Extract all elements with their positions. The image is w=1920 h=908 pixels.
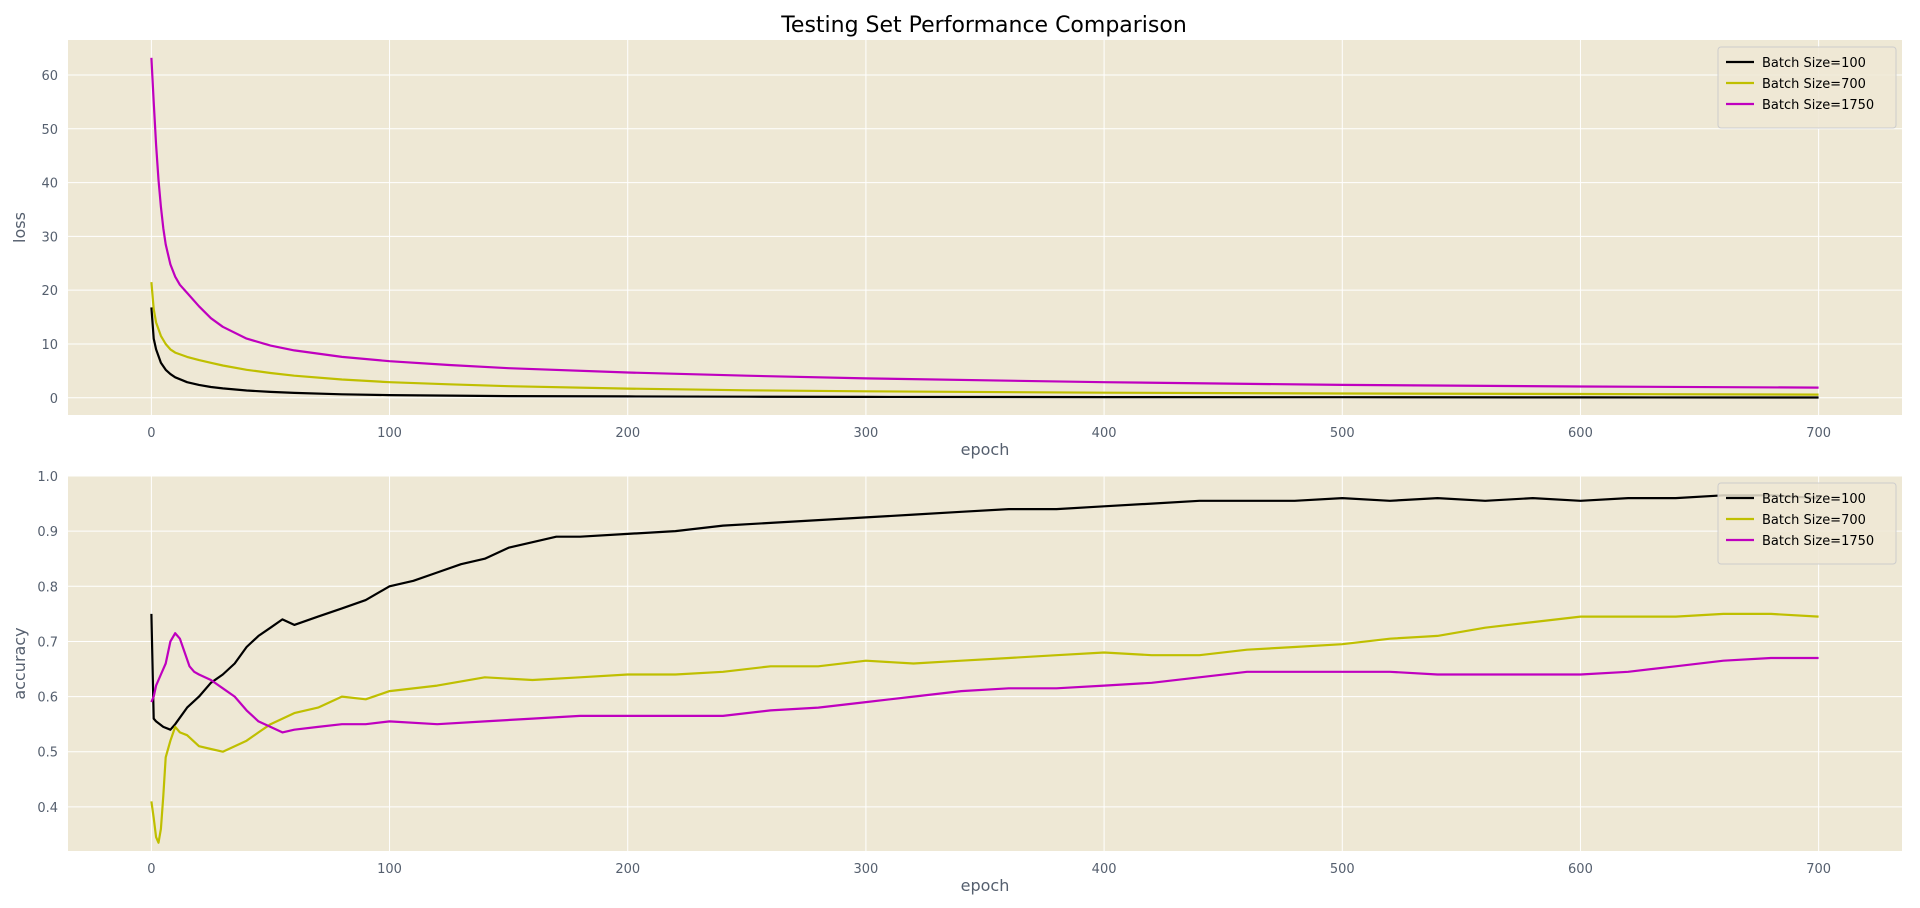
accuracy-xtick-label: 700 <box>1806 862 1831 877</box>
accuracy-xtick-label: 600 <box>1568 862 1593 877</box>
accuracy-xtick-label: 100 <box>377 862 402 877</box>
accuracy-ylabel: accuracy <box>10 627 29 699</box>
loss-ytick-label: 0 <box>50 392 58 407</box>
loss-ylabel: loss <box>10 212 29 243</box>
loss-xtick-label: 100 <box>377 426 402 441</box>
accuracy-ytick-label: 0.7 <box>37 635 58 650</box>
loss-xtick-label: 700 <box>1806 426 1831 441</box>
accuracy-xtick-label: 200 <box>615 862 640 877</box>
loss-xtick-label: 400 <box>1092 426 1117 441</box>
accuracy-ytick-label: 0.6 <box>37 691 58 706</box>
loss-xtick-label: 200 <box>615 426 640 441</box>
loss-xlabel: epoch <box>961 440 1010 459</box>
accuracy-axes-background <box>68 476 1902 851</box>
loss-series-line-2 <box>150 282 1819 396</box>
loss-legend-label-3: Batch Size=1750 <box>1762 98 1874 113</box>
loss-xtick-label: 300 <box>853 426 878 441</box>
accuracy-xlabel: epoch <box>961 876 1010 895</box>
loss-ytick-label: 50 <box>41 123 58 138</box>
accuracy-legend-label-1: Batch Size=100 <box>1762 492 1866 507</box>
accuracy-xtick-label: 400 <box>1092 862 1117 877</box>
accuracy-series-line-3 <box>150 632 1819 734</box>
accuracy-xtick-label: 500 <box>1330 862 1355 877</box>
loss-series-line-1 <box>150 307 1819 399</box>
accuracy-series-line-2 <box>150 612 1819 844</box>
accuracy-ytick-label: 0.8 <box>37 580 58 595</box>
figure-title: Testing Set Performance Comparison <box>780 13 1187 38</box>
accuracy-ytick-label: 1.0 <box>37 470 58 485</box>
loss-xtick-label: 0 <box>147 426 155 441</box>
accuracy-ytick-label: 0.9 <box>37 525 58 540</box>
accuracy-panel: 0 100 200 300 400 500 600 700 0.4 0.5 0.6 0.7 0.8 0.9… <box>10 470 1902 895</box>
loss-panel: 0 100 200 300 400 500 600 700 0 10 20 30 40 50 60 epoch… <box>10 40 1902 459</box>
loss-ytick-label: 10 <box>41 338 58 353</box>
accuracy-xtick-label: 300 <box>853 862 878 877</box>
accuracy-ytick-label: 0.4 <box>37 801 58 816</box>
loss-xtick-label: 500 <box>1330 426 1355 441</box>
loss-legend-label-2: Batch Size=700 <box>1762 77 1866 92</box>
accuracy-ytick-label: 0.5 <box>37 746 58 761</box>
loss-axes-background <box>68 40 1902 415</box>
loss-ytick-label: 40 <box>41 177 58 192</box>
accuracy-legend-label-2: Batch Size=700 <box>1762 513 1866 528</box>
accuracy-series-line-1 <box>150 494 1819 731</box>
loss-xtick-label: 600 <box>1568 426 1593 441</box>
loss-ytick-label: 30 <box>41 230 58 245</box>
accuracy-legend-box <box>1717 482 1897 565</box>
loss-ytick-label: 20 <box>41 284 58 299</box>
loss-legend-box <box>1717 46 1897 129</box>
loss-series-line-3 <box>150 57 1819 389</box>
loss-ytick-label: 60 <box>41 69 58 84</box>
accuracy-xtick-label: 0 <box>147 862 155 877</box>
accuracy-legend-label-3: Batch Size=1750 <box>1762 534 1874 549</box>
loss-legend-label-1: Batch Size=100 <box>1762 56 1866 71</box>
